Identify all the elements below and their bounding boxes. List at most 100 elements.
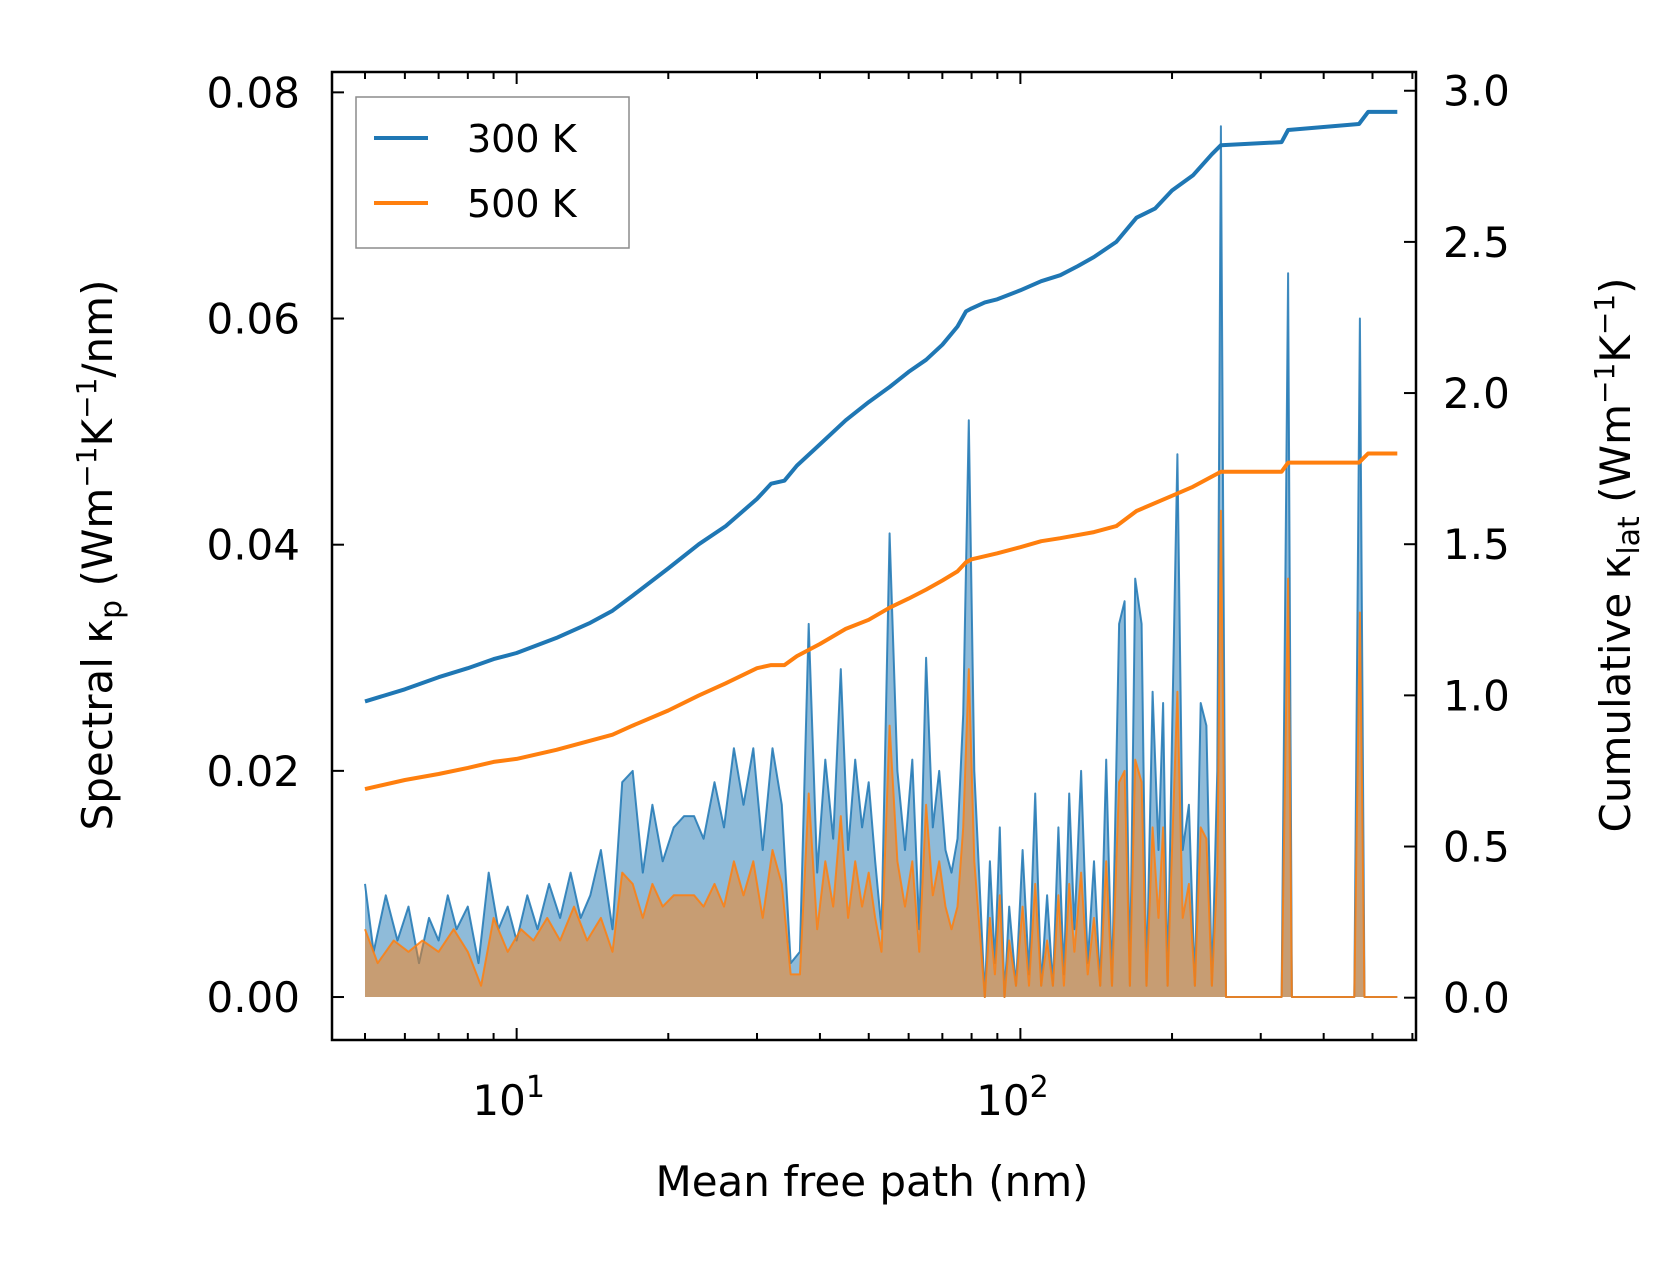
spectral-point-0-11: [478, 963, 479, 964]
spectral-point-0-109: [1206, 725, 1207, 726]
spectral-point-0-17: [537, 929, 538, 930]
spectral-point-1-92: [1146, 985, 1147, 986]
cumulative-point-0-45: [1397, 111, 1398, 112]
cumulative-point-1-35: [1192, 486, 1193, 487]
spectral-point-0-31: [684, 816, 685, 817]
cumulative-point-1-6: [556, 749, 557, 750]
spectral-point-1-41: [833, 906, 834, 907]
spectral-point-0-39: [762, 850, 763, 851]
spectral-point-1-61: [968, 669, 969, 670]
spectral-point-1-5: [438, 951, 439, 952]
spectral-point-1-82: [1087, 974, 1088, 975]
cumulative-point-1-2: [438, 774, 439, 775]
spectral-point-0-34: [714, 782, 715, 783]
spectral-point-1-107: [1226, 997, 1227, 998]
cumulative-point-1-15: [784, 665, 785, 666]
cumulative-point-0-40: [1220, 145, 1221, 146]
cumulative-point-0-14: [771, 483, 772, 484]
spectral-point-1-7: [467, 951, 468, 952]
cumulative-point-0-17: [819, 444, 820, 445]
spectral-point-0-35: [724, 827, 725, 828]
cumulative-point-0-0: [365, 701, 366, 702]
spectral-point-0-33: [703, 838, 704, 839]
spectral-point-0-101: [1163, 703, 1164, 704]
spectral-point-0-29: [662, 861, 663, 862]
spectral-point-1-57: [945, 906, 946, 907]
spectral-point-0-16: [527, 895, 528, 896]
spectral-point-1-71: [1022, 906, 1023, 907]
spectral-point-0-3: [397, 940, 398, 941]
spectral-point-0-7: [438, 940, 439, 941]
spectral-point-0-22: [590, 895, 591, 896]
spectral-point-0-85: [1069, 793, 1070, 794]
spectral-point-1-34: [772, 850, 773, 851]
cumulative-point-1-7: [590, 740, 591, 741]
spectral-point-1-73: [1035, 883, 1036, 884]
y-left-tick-label-3: 0.06: [206, 295, 300, 344]
spectral-point-0-27: [642, 872, 643, 873]
cumulative-point-1-24: [957, 571, 958, 572]
spectral-fills: [364, 125, 1398, 998]
cumulative-point-1-9: [632, 725, 633, 726]
spectral-line-0: [364, 125, 1398, 998]
spectral-point-0-71: [989, 861, 990, 862]
cumulative-point-1-30: [1060, 538, 1061, 539]
y-right-tick-label-4: 2.0: [1443, 369, 1510, 418]
cumulative-point-1-14: [771, 665, 772, 666]
spectral-point-0-50: [855, 759, 856, 760]
cumulative-point-1-34: [1172, 495, 1173, 496]
cumulative-point-0-20: [889, 387, 890, 388]
spectral-point-1-8: [481, 985, 482, 986]
spectral-point-1-94: [1158, 917, 1159, 918]
cumulative-point-0-33: [1094, 257, 1095, 258]
spectral-point-1-54: [926, 804, 927, 805]
cumulative-point-0-29: [1020, 290, 1021, 291]
spectral-point-0-99: [1152, 691, 1153, 692]
cumulative-point-1-23: [942, 580, 943, 581]
spectral-point-0-97: [1141, 623, 1142, 624]
spectral-point-1-0: [365, 929, 366, 930]
spectral-point-0-106: [1188, 804, 1189, 805]
spectral-point-1-89: [1129, 985, 1130, 986]
y-right-tick-label-5: 2.5: [1443, 218, 1510, 267]
cumulative-point-0-26: [971, 308, 972, 309]
spectral-point-1-97: [1172, 850, 1173, 851]
spectral-point-0-68: [974, 770, 975, 771]
spectral-point-0-4: [408, 906, 409, 907]
x-tick-label-1: 102: [976, 1070, 1049, 1125]
spectral-point-0-55: [889, 533, 890, 534]
spectral-point-1-32: [753, 861, 754, 862]
cumulative-point-0-25: [966, 311, 967, 312]
spectral-point-1-22: [652, 883, 653, 884]
x-axis-title: Mean free path (nm): [655, 1157, 1088, 1206]
spectral-point-1-86: [1112, 985, 1113, 986]
spectral-point-1-16: [587, 940, 588, 941]
spectral-point-0-96: [1135, 578, 1136, 579]
cumulative-point-1-20: [889, 607, 890, 608]
spectral-point-0-9: [456, 929, 457, 930]
cumulative-point-0-15: [784, 480, 785, 481]
spectral-point-1-111: [1354, 997, 1355, 998]
spectral-point-1-15: [574, 906, 575, 907]
cumulative-point-0-27: [984, 302, 985, 303]
spectral-point-0-44: [808, 623, 809, 624]
spectral-point-0-36: [733, 748, 734, 749]
cumulative-point-0-34: [1116, 241, 1117, 242]
cumulative-point-0-35: [1136, 217, 1137, 218]
spectral-point-1-95: [1163, 827, 1164, 828]
spectral-point-1-30: [733, 861, 734, 862]
spectral-point-0-8: [447, 895, 448, 896]
spectral-point-1-58: [951, 929, 952, 930]
spectral-point-0-23: [600, 850, 601, 851]
cumulative-point-0-44: [1368, 111, 1369, 112]
cumulative-point-0-3: [467, 668, 468, 669]
spectral-point-0-24: [612, 929, 613, 930]
cumulative-point-1-5: [516, 758, 517, 759]
spectral-point-1-12: [533, 940, 534, 941]
spectral-line-1: [364, 509, 1398, 998]
spectral-point-1-85: [1106, 861, 1107, 862]
spectral-point-0-66: [963, 714, 964, 715]
y-right-tick-label-3: 1.5: [1443, 520, 1510, 569]
cumulative-point-0-5: [516, 653, 517, 654]
spectral-point-1-11: [521, 929, 522, 930]
